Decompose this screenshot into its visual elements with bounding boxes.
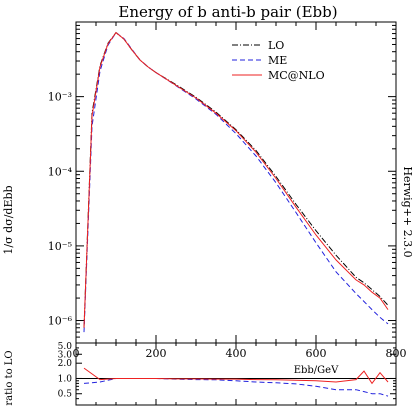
main-line-lo <box>83 31 389 328</box>
ratio-x-tick-label: 200 <box>146 347 167 360</box>
ratio-x-tick-label: 800 <box>386 347 407 360</box>
legend-label: MC@NLO <box>268 69 325 82</box>
ratio-series-lines <box>83 367 389 397</box>
main-y-axis-label: 1/σ dσ/dEbb <box>2 185 15 254</box>
ratio-y-tick-label: 0.5 <box>58 390 73 400</box>
x-axis-label: Ebb/GeV <box>294 365 339 376</box>
ratio-x-tick-labels: 0 200 400 600 800 <box>73 347 407 360</box>
ratio-y-tick-label: 3.0 <box>58 350 73 360</box>
legend-label: LO <box>268 39 284 52</box>
main-series-lines <box>83 31 389 333</box>
ratio-y-tick-label: 5.0 <box>58 342 73 352</box>
main-y-tick-label: 10⁻⁵ <box>48 240 72 253</box>
legend: LO ME MC@NLO <box>232 39 325 82</box>
ratio-x-tick-label: 0 <box>73 347 80 360</box>
legend-label: ME <box>268 54 287 67</box>
generator-label: Herwig++ 2.3.0 <box>401 166 414 257</box>
main-y-tick-label: 10⁻⁴ <box>48 165 73 178</box>
ratio-x-tick-label: 400 <box>226 347 247 360</box>
main-y-tick-label: 10⁻³ <box>48 91 72 104</box>
main-y-tick-labels: 10⁻⁶ 10⁻⁵ 10⁻⁴ 10⁻³ <box>48 91 73 328</box>
ratio-line-mc-nlo <box>83 367 389 385</box>
ratio-x-tick-label: 600 <box>306 347 327 360</box>
ratio-y-tick-label: 1.0 <box>58 374 73 384</box>
chart-title: Energy of b anti-b pair (Ebb) <box>118 3 337 21</box>
main-line-me <box>83 31 389 333</box>
ratio-y-axis-label: ratio to LO <box>4 350 15 405</box>
main-line-mc-nlo <box>83 31 389 328</box>
main-plot-frame <box>75 21 397 344</box>
main-axis-ticks <box>75 21 397 344</box>
main-y-tick-label: 10⁻⁶ <box>48 315 73 328</box>
ratio-y-tick-label: 2.0 <box>58 359 73 369</box>
ratio-y-tick-labels: 5.03.02.0 1.0 0.5 <box>58 342 73 400</box>
